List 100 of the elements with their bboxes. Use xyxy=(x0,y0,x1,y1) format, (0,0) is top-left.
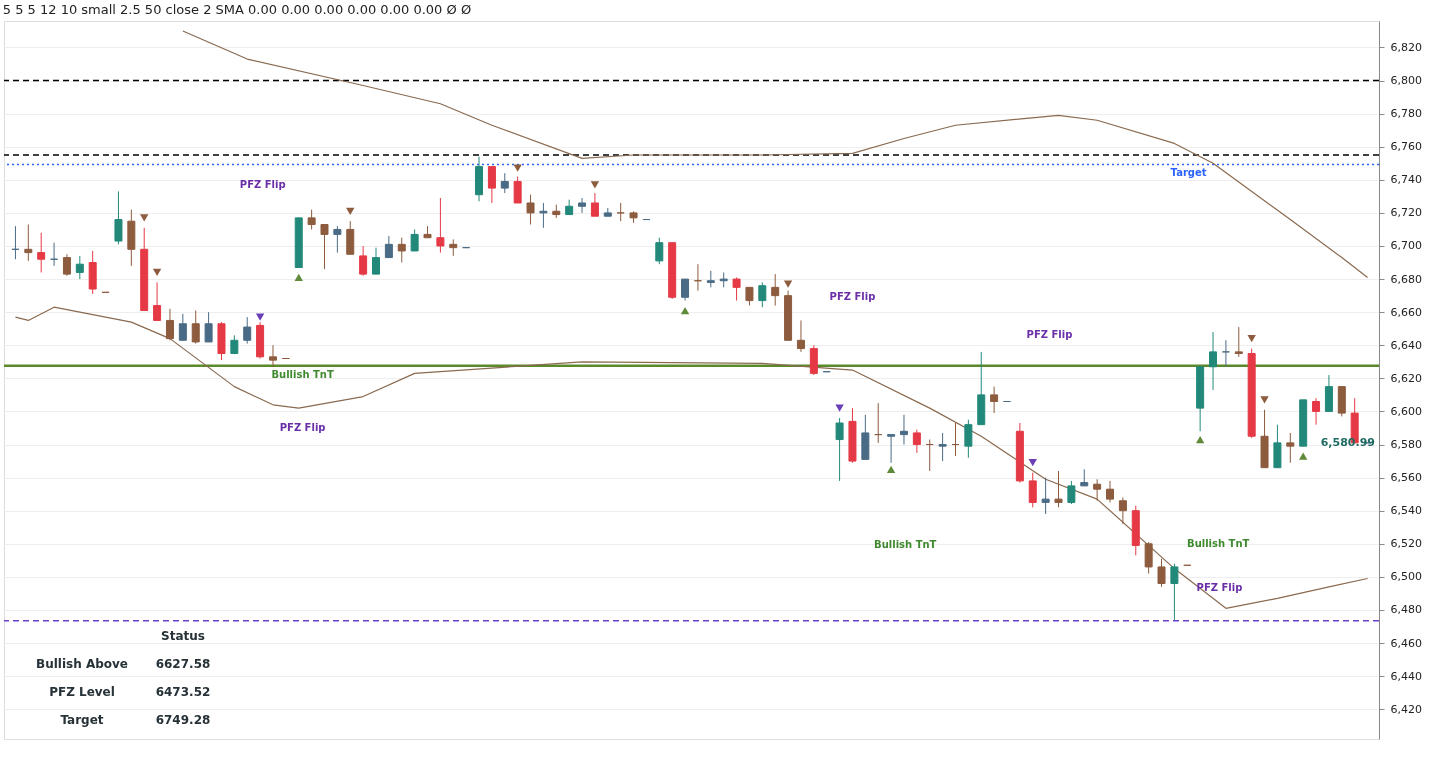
candlestick xyxy=(1312,397,1321,426)
y-tick-label: 6,760 xyxy=(1390,140,1422,154)
y-tick-label: 6,600 xyxy=(1390,404,1422,418)
annotation: Target xyxy=(1170,167,1207,179)
candlestick xyxy=(590,192,599,217)
candlestick xyxy=(359,245,368,277)
annotation: Bullish TnT xyxy=(1187,537,1250,549)
y-tick-label: 6,740 xyxy=(1390,173,1422,187)
candlestick xyxy=(526,194,535,225)
point xyxy=(1260,396,1269,404)
y-tick-label: 6,560 xyxy=(1390,471,1422,485)
candlestick xyxy=(796,319,805,353)
annotation: PFZ Level xyxy=(49,685,115,699)
y-tick-label: 6,680 xyxy=(1390,272,1422,286)
candlestick xyxy=(990,386,999,414)
point xyxy=(346,207,355,215)
candlestick xyxy=(75,255,84,280)
candlestick xyxy=(487,166,496,204)
y-tick-label: 6,480 xyxy=(1390,603,1422,617)
y-tick-label: 6,580 xyxy=(1390,438,1422,452)
y-tick-label: 6,780 xyxy=(1390,107,1422,121)
annotation: Bullish TnT xyxy=(271,369,334,381)
candlestick xyxy=(771,273,780,307)
candlestick xyxy=(153,281,162,321)
candlestick xyxy=(37,232,46,273)
candlestick xyxy=(1221,339,1230,368)
chart-title: 5 5 5 12 10 small 2.5 50 close 2 SMA 0.00 0.00 0.00 0.00 0.00 0.00 Ø Ø xyxy=(2,2,472,17)
annotation: PFZ Flip xyxy=(1026,329,1073,341)
candlestick xyxy=(1028,472,1037,508)
annotation: Status xyxy=(161,629,205,643)
candlestick xyxy=(758,281,767,308)
candlestick xyxy=(1144,541,1153,575)
annotation: 6749.28 xyxy=(155,713,211,727)
annotation: PFZ Flip xyxy=(279,421,326,433)
candlestick xyxy=(835,417,844,482)
y-tick-label: 6,640 xyxy=(1390,338,1422,352)
candlestick xyxy=(178,313,187,341)
candlestick xyxy=(436,197,445,254)
candlestick xyxy=(384,235,393,259)
point xyxy=(886,465,896,473)
candlestick xyxy=(1286,432,1295,464)
candlestick xyxy=(1054,470,1063,508)
candlestick xyxy=(372,247,380,275)
candlestick xyxy=(307,209,316,230)
candlestick xyxy=(681,278,690,302)
y-tick-label: 6,700 xyxy=(1390,239,1422,253)
candlestick xyxy=(938,432,947,462)
candlestick xyxy=(230,334,239,355)
candlestick xyxy=(243,316,252,345)
candlestick xyxy=(1093,478,1102,502)
point xyxy=(152,268,162,277)
candlestick xyxy=(268,344,277,368)
point xyxy=(783,280,793,288)
candlestick xyxy=(24,223,33,262)
annotation: PFZ Flip xyxy=(239,178,286,190)
candlestick xyxy=(655,237,664,265)
candlestick xyxy=(1106,480,1115,503)
candlestick xyxy=(912,429,921,454)
candlestick xyxy=(191,310,200,345)
candlestick xyxy=(204,311,213,343)
point xyxy=(255,313,265,321)
candlestick xyxy=(1234,326,1243,358)
candlestick xyxy=(732,276,741,302)
candlestick xyxy=(539,202,548,229)
y-tick-label: 6,820 xyxy=(1390,40,1422,54)
y-tick-label: 6,460 xyxy=(1390,636,1422,650)
y-tick-label: 6,520 xyxy=(1390,537,1422,551)
candlestick xyxy=(114,190,123,245)
candlestick xyxy=(397,237,406,264)
point xyxy=(513,164,522,172)
line-series xyxy=(182,30,1369,279)
y-tick-label: 6,800 xyxy=(1390,74,1422,88)
point xyxy=(1247,335,1256,343)
candlestick xyxy=(616,202,625,222)
candlestick xyxy=(1067,480,1076,505)
candlestick xyxy=(320,223,329,270)
candlestick xyxy=(1041,477,1050,515)
y-tick-label: 6,720 xyxy=(1390,206,1422,220)
candlestick xyxy=(62,253,71,277)
candlestick xyxy=(899,414,908,446)
annotation: PFZ Flip xyxy=(829,291,876,303)
candlestick xyxy=(410,228,419,252)
candlestick xyxy=(887,434,896,464)
candlestick xyxy=(578,197,587,214)
y-tick-label: 6,420 xyxy=(1390,702,1422,716)
point xyxy=(1298,452,1308,460)
point xyxy=(590,181,600,189)
point xyxy=(1195,435,1205,444)
candlestick xyxy=(1209,331,1218,391)
candlestick xyxy=(1157,558,1166,588)
candlestick xyxy=(964,419,973,459)
annotation: Target xyxy=(60,713,104,727)
point xyxy=(140,214,149,222)
annotation: PFZ Flip xyxy=(1196,582,1243,594)
candlestick xyxy=(1170,563,1179,621)
candlestick xyxy=(165,308,174,341)
annotation: Bullish TnT xyxy=(874,539,937,551)
candlestick xyxy=(1118,496,1127,525)
candlestick xyxy=(333,225,342,254)
candlestick xyxy=(513,176,522,204)
